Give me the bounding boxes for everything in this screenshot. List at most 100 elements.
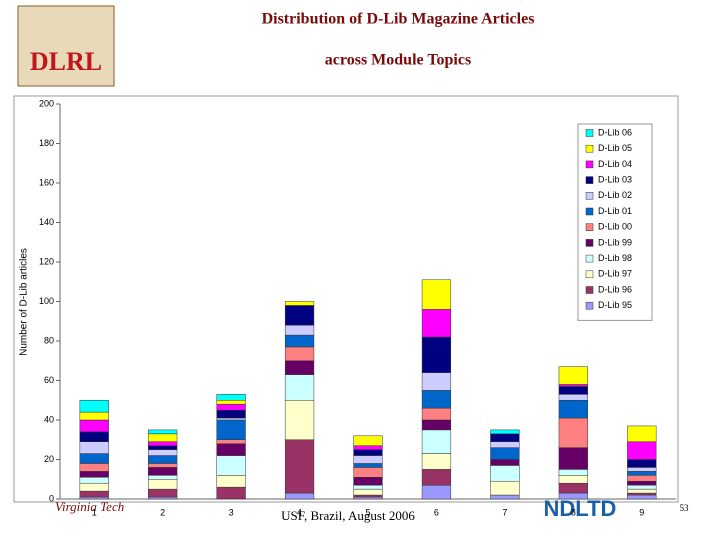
bar-segment [353, 463, 383, 468]
bar-segment [284, 324, 315, 336]
legend-swatch [585, 192, 594, 200]
x-tick-label: 4 [297, 507, 302, 517]
bar-segment [353, 484, 383, 490]
bar-segment [284, 400, 315, 440]
bar-segment [490, 494, 520, 500]
bar-segment [421, 279, 452, 310]
bar-segment [148, 467, 178, 476]
footer: USF, Brazil, August 2006 [281, 508, 415, 523]
legend-swatch [585, 176, 594, 184]
bar-segment [148, 449, 178, 456]
bar-segment [216, 419, 246, 440]
bar-segment [353, 467, 383, 478]
bar-segment [421, 469, 452, 486]
legend-label: D-Lib 06 [598, 127, 632, 137]
bar-segment [627, 492, 657, 496]
bar-segment [353, 488, 383, 496]
x-tick-label: 2 [160, 507, 165, 517]
bar-segment [79, 453, 109, 464]
x-tick-label: 3 [229, 507, 234, 517]
bar-segment [627, 484, 657, 490]
bar-segment [216, 409, 246, 419]
legend-swatch [585, 254, 594, 263]
bar-segment [490, 429, 520, 435]
bar-segment [284, 346, 315, 361]
bar-segment [79, 477, 109, 484]
legend-swatch [585, 129, 594, 137]
ndltd-logo: NDLTD [544, 496, 617, 521]
bar-segment [216, 394, 246, 401]
bar-segment [558, 482, 588, 494]
bar-segment [284, 360, 315, 375]
bar-segment [558, 447, 588, 470]
legend-label: D-Lib 05 [598, 143, 632, 153]
bar-segment [148, 479, 178, 490]
bar-segment [490, 433, 520, 442]
bar-segment [353, 455, 383, 464]
bar-segment [216, 403, 246, 411]
x-tick-label: 6 [434, 507, 439, 517]
bar-segment [284, 305, 315, 326]
bar-segment [558, 394, 588, 401]
y-tick-label: 20 [44, 454, 54, 464]
legend-swatch [585, 286, 594, 294]
bar-segment [79, 490, 109, 498]
x-tick-label: 9 [639, 507, 644, 517]
bar-segment [148, 496, 178, 500]
bar-segment [148, 441, 178, 446]
y-tick-label: 140 [39, 217, 54, 227]
bar-segment [148, 429, 178, 435]
bar-segment [216, 417, 246, 421]
dlrl-logo: DLRL [30, 47, 102, 76]
x-tick-label: 5 [365, 507, 370, 517]
y-tick-label: 160 [39, 177, 54, 187]
y-tick-label: 200 [39, 98, 54, 108]
bar-segment [490, 447, 520, 460]
bar-segment [79, 411, 109, 421]
bar-segment [558, 469, 588, 476]
bar-segment [558, 492, 588, 500]
bar-segment [558, 366, 588, 385]
bar-segment [216, 486, 246, 500]
bar-segment [79, 431, 109, 442]
bar-segment [627, 471, 657, 476]
bar-segment [421, 484, 452, 500]
legend-swatch [585, 144, 594, 153]
legend-swatch [585, 301, 594, 310]
bar-segment [558, 417, 588, 448]
bar-segment [421, 453, 452, 470]
bar-segment [216, 400, 246, 405]
legend-label: D-Lib 95 [598, 300, 632, 310]
bar-segment [558, 386, 588, 395]
bar-segment [627, 425, 657, 442]
bar-segment [627, 441, 657, 460]
legend-label: D-Lib 00 [598, 222, 632, 232]
bar-segment [558, 475, 588, 484]
bar-segment [148, 475, 178, 480]
vt-logo: Virginia Tech [55, 499, 124, 514]
x-tick-label: 7 [502, 507, 507, 517]
bar-segment [353, 435, 383, 446]
bar-segment [79, 471, 109, 478]
legend-label: D-Lib 97 [598, 269, 632, 279]
bar-segment [148, 463, 178, 468]
bar-segment [284, 334, 315, 348]
bar-segment [148, 488, 178, 498]
legend-label: D-Lib 04 [598, 159, 632, 169]
bar-segment [627, 459, 657, 468]
legend-swatch [585, 223, 594, 231]
bar-segment [490, 459, 520, 466]
y-tick-label: 80 [44, 335, 54, 345]
legend-label: D-Lib 96 [598, 284, 632, 294]
y-tick-label: 0 [49, 493, 54, 503]
y-tick-label: 120 [39, 256, 54, 266]
bar-segment [216, 439, 246, 444]
dlrl-logo-box [17, 5, 115, 87]
bar-segment [79, 441, 109, 454]
bar-segment [627, 494, 657, 500]
bar-segment [421, 372, 452, 391]
bar-segment [421, 429, 452, 454]
bar-segment [421, 309, 452, 338]
legend-label: D-Lib 99 [598, 237, 632, 247]
